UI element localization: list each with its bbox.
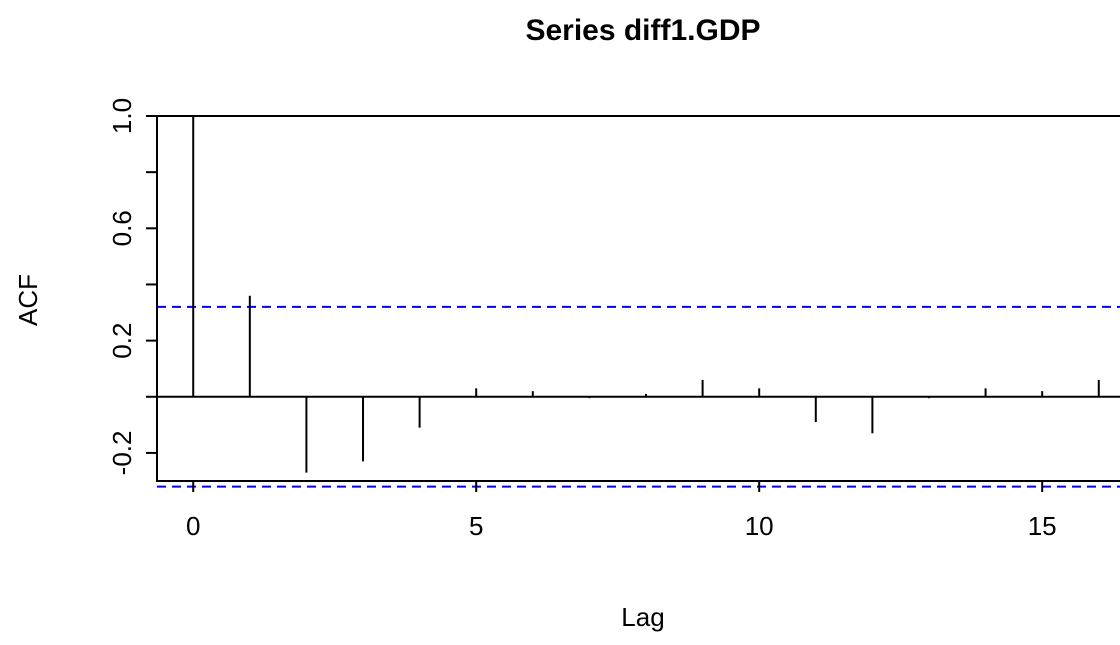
x-tick-label: 15 [1028, 511, 1057, 541]
y-tick-label: 0.2 [107, 323, 137, 359]
plot-area: 0 5 10 15 -0.2 0.2 0.6 1.0 [107, 98, 1120, 541]
x-tick-label: 5 [469, 511, 483, 541]
y-axis-label: ACF [13, 274, 43, 326]
y-tick-label: -0.2 [107, 431, 137, 476]
y-tick-label: 0.6 [107, 210, 137, 246]
x-tick-label: 10 [745, 511, 774, 541]
y-tick-label: 1.0 [107, 98, 137, 134]
chart-title: Series diff1.GDP [525, 14, 760, 47]
x-tick-label: 0 [186, 511, 200, 541]
plot-frame [156, 115, 1120, 482]
x-axis-label: Lag [621, 602, 664, 632]
